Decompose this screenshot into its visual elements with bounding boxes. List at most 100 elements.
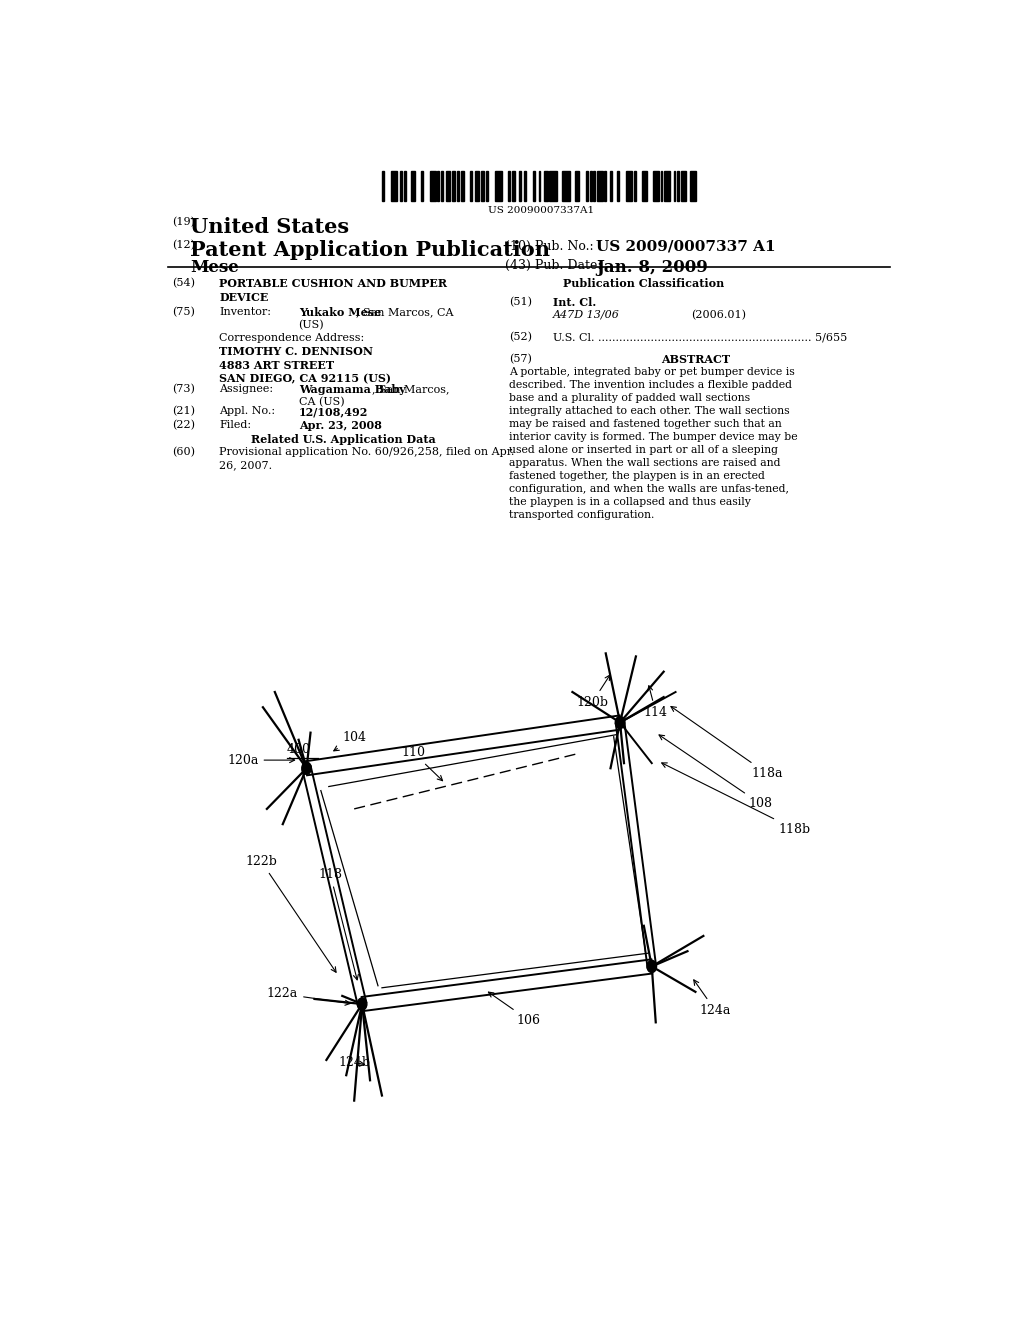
Text: Assignee:: Assignee: (219, 384, 273, 395)
Text: (US): (US) (299, 319, 325, 330)
Text: (12): (12) (172, 240, 195, 249)
Text: integrally attached to each other. The wall sections: integrally attached to each other. The w… (509, 405, 790, 416)
Bar (461, 170, 464, 201)
Text: 12/108,492: 12/108,492 (299, 407, 368, 417)
Text: 4883 ART STREET: 4883 ART STREET (219, 359, 335, 371)
Text: (19): (19) (172, 218, 195, 227)
Circle shape (302, 762, 311, 775)
Text: U.S. Cl. ............................................................. 5/655: U.S. Cl. ...............................… (553, 333, 847, 342)
Text: Yukako Mese: Yukako Mese (299, 306, 381, 318)
Text: Jan. 8, 2009: Jan. 8, 2009 (596, 259, 708, 276)
Text: 104: 104 (334, 731, 367, 751)
Bar (519, 170, 521, 201)
Text: A47D 13/06: A47D 13/06 (553, 310, 620, 319)
Bar (400, 170, 402, 201)
Text: Inventor:: Inventor: (219, 306, 271, 317)
Text: 124b: 124b (338, 1056, 371, 1069)
Text: (75): (75) (172, 306, 195, 317)
Text: Provisional application No. 60/926,258, filed on Apr.: Provisional application No. 60/926,258, … (219, 447, 515, 457)
Text: Patent Application Publication: Patent Application Publication (189, 240, 550, 260)
Text: CA (US): CA (US) (299, 397, 344, 408)
Bar (446, 170, 450, 201)
Bar (597, 170, 603, 201)
Text: Correspondence Address:: Correspondence Address: (219, 333, 365, 343)
Text: 114: 114 (644, 685, 668, 719)
Bar (382, 170, 384, 201)
Text: 118a: 118a (671, 706, 782, 780)
Text: (73): (73) (172, 384, 195, 395)
Text: base and a plurality of padded wall sections: base and a plurality of padded wall sect… (509, 393, 750, 403)
Circle shape (357, 998, 367, 1010)
Bar (660, 170, 663, 201)
Bar (391, 170, 396, 201)
Text: 124a: 124a (694, 979, 731, 1016)
Text: , San Marcos,: , San Marcos, (373, 384, 450, 395)
Circle shape (615, 717, 625, 729)
Bar (475, 170, 479, 201)
Text: (21): (21) (172, 407, 195, 417)
Text: (22): (22) (172, 420, 195, 430)
Bar (690, 170, 695, 201)
Bar (481, 170, 484, 201)
Bar (677, 170, 679, 201)
Text: fastened together, the playpen is in an erected: fastened together, the playpen is in an … (509, 471, 765, 480)
Text: US 2009/0007337 A1: US 2009/0007337 A1 (596, 240, 776, 253)
Bar (452, 170, 456, 201)
Text: US 20090007337A1: US 20090007337A1 (487, 206, 594, 215)
Text: configuration, and when the walls are unfas-tened,: configuration, and when the walls are un… (509, 484, 788, 494)
Text: Appl. No.:: Appl. No.: (219, 407, 275, 416)
Text: Filed:: Filed: (219, 420, 251, 429)
Bar (586, 170, 588, 201)
Bar (486, 170, 488, 201)
Text: 400: 400 (287, 743, 310, 756)
Text: A portable, integrated baby or pet bumper device is: A portable, integrated baby or pet bumpe… (509, 367, 795, 376)
Bar (534, 170, 536, 201)
Bar (665, 170, 670, 201)
Text: 118: 118 (318, 869, 358, 979)
Text: TIMOTHY C. DENNISON: TIMOTHY C. DENNISON (219, 346, 374, 358)
Text: (43) Pub. Date:: (43) Pub. Date: (505, 259, 601, 272)
Bar (681, 170, 686, 201)
Text: (51): (51) (509, 297, 531, 308)
Bar (653, 170, 658, 201)
Text: (52): (52) (509, 333, 531, 342)
Bar (562, 170, 569, 201)
Bar (634, 170, 636, 201)
Text: (10) Pub. No.:: (10) Pub. No.: (505, 240, 594, 252)
Text: Apr. 23, 2008: Apr. 23, 2008 (299, 420, 382, 430)
Bar (610, 170, 611, 201)
Text: ABSTRACT: ABSTRACT (660, 354, 730, 364)
Text: Related U.S. Application Data: Related U.S. Application Data (251, 434, 436, 445)
Bar (641, 170, 647, 201)
Bar (441, 170, 442, 201)
Circle shape (647, 961, 656, 973)
Text: SAN DIEGO, CA 92115 (US): SAN DIEGO, CA 92115 (US) (219, 372, 391, 384)
Bar (421, 170, 423, 201)
Bar (470, 170, 472, 201)
Text: (54): (54) (172, 279, 195, 289)
Text: may be raised and fastened together such that an: may be raised and fastened together such… (509, 418, 781, 429)
Text: 122a: 122a (267, 987, 350, 1006)
Text: Int. Cl.: Int. Cl. (553, 297, 596, 308)
Text: 110: 110 (401, 747, 442, 780)
Bar (430, 170, 435, 201)
Bar (617, 170, 620, 201)
Bar (403, 170, 406, 201)
Text: 118b: 118b (662, 763, 811, 836)
Bar (496, 170, 503, 201)
Text: described. The invention includes a flexible padded: described. The invention includes a flex… (509, 380, 792, 389)
Text: DEVICE: DEVICE (219, 292, 268, 302)
Text: (2006.01): (2006.01) (691, 310, 746, 321)
Text: , San Marcos, CA: , San Marcos, CA (355, 306, 454, 317)
Text: Publication Classification: Publication Classification (563, 279, 724, 289)
Bar (412, 170, 415, 201)
Text: 122b: 122b (246, 855, 336, 973)
Bar (604, 170, 606, 201)
Bar (674, 170, 675, 201)
Text: Wagamama Baby: Wagamama Baby (299, 384, 406, 395)
Bar (437, 170, 439, 201)
Bar (539, 170, 541, 201)
Text: 106: 106 (488, 993, 541, 1027)
Bar (575, 170, 579, 201)
Bar (457, 170, 459, 201)
